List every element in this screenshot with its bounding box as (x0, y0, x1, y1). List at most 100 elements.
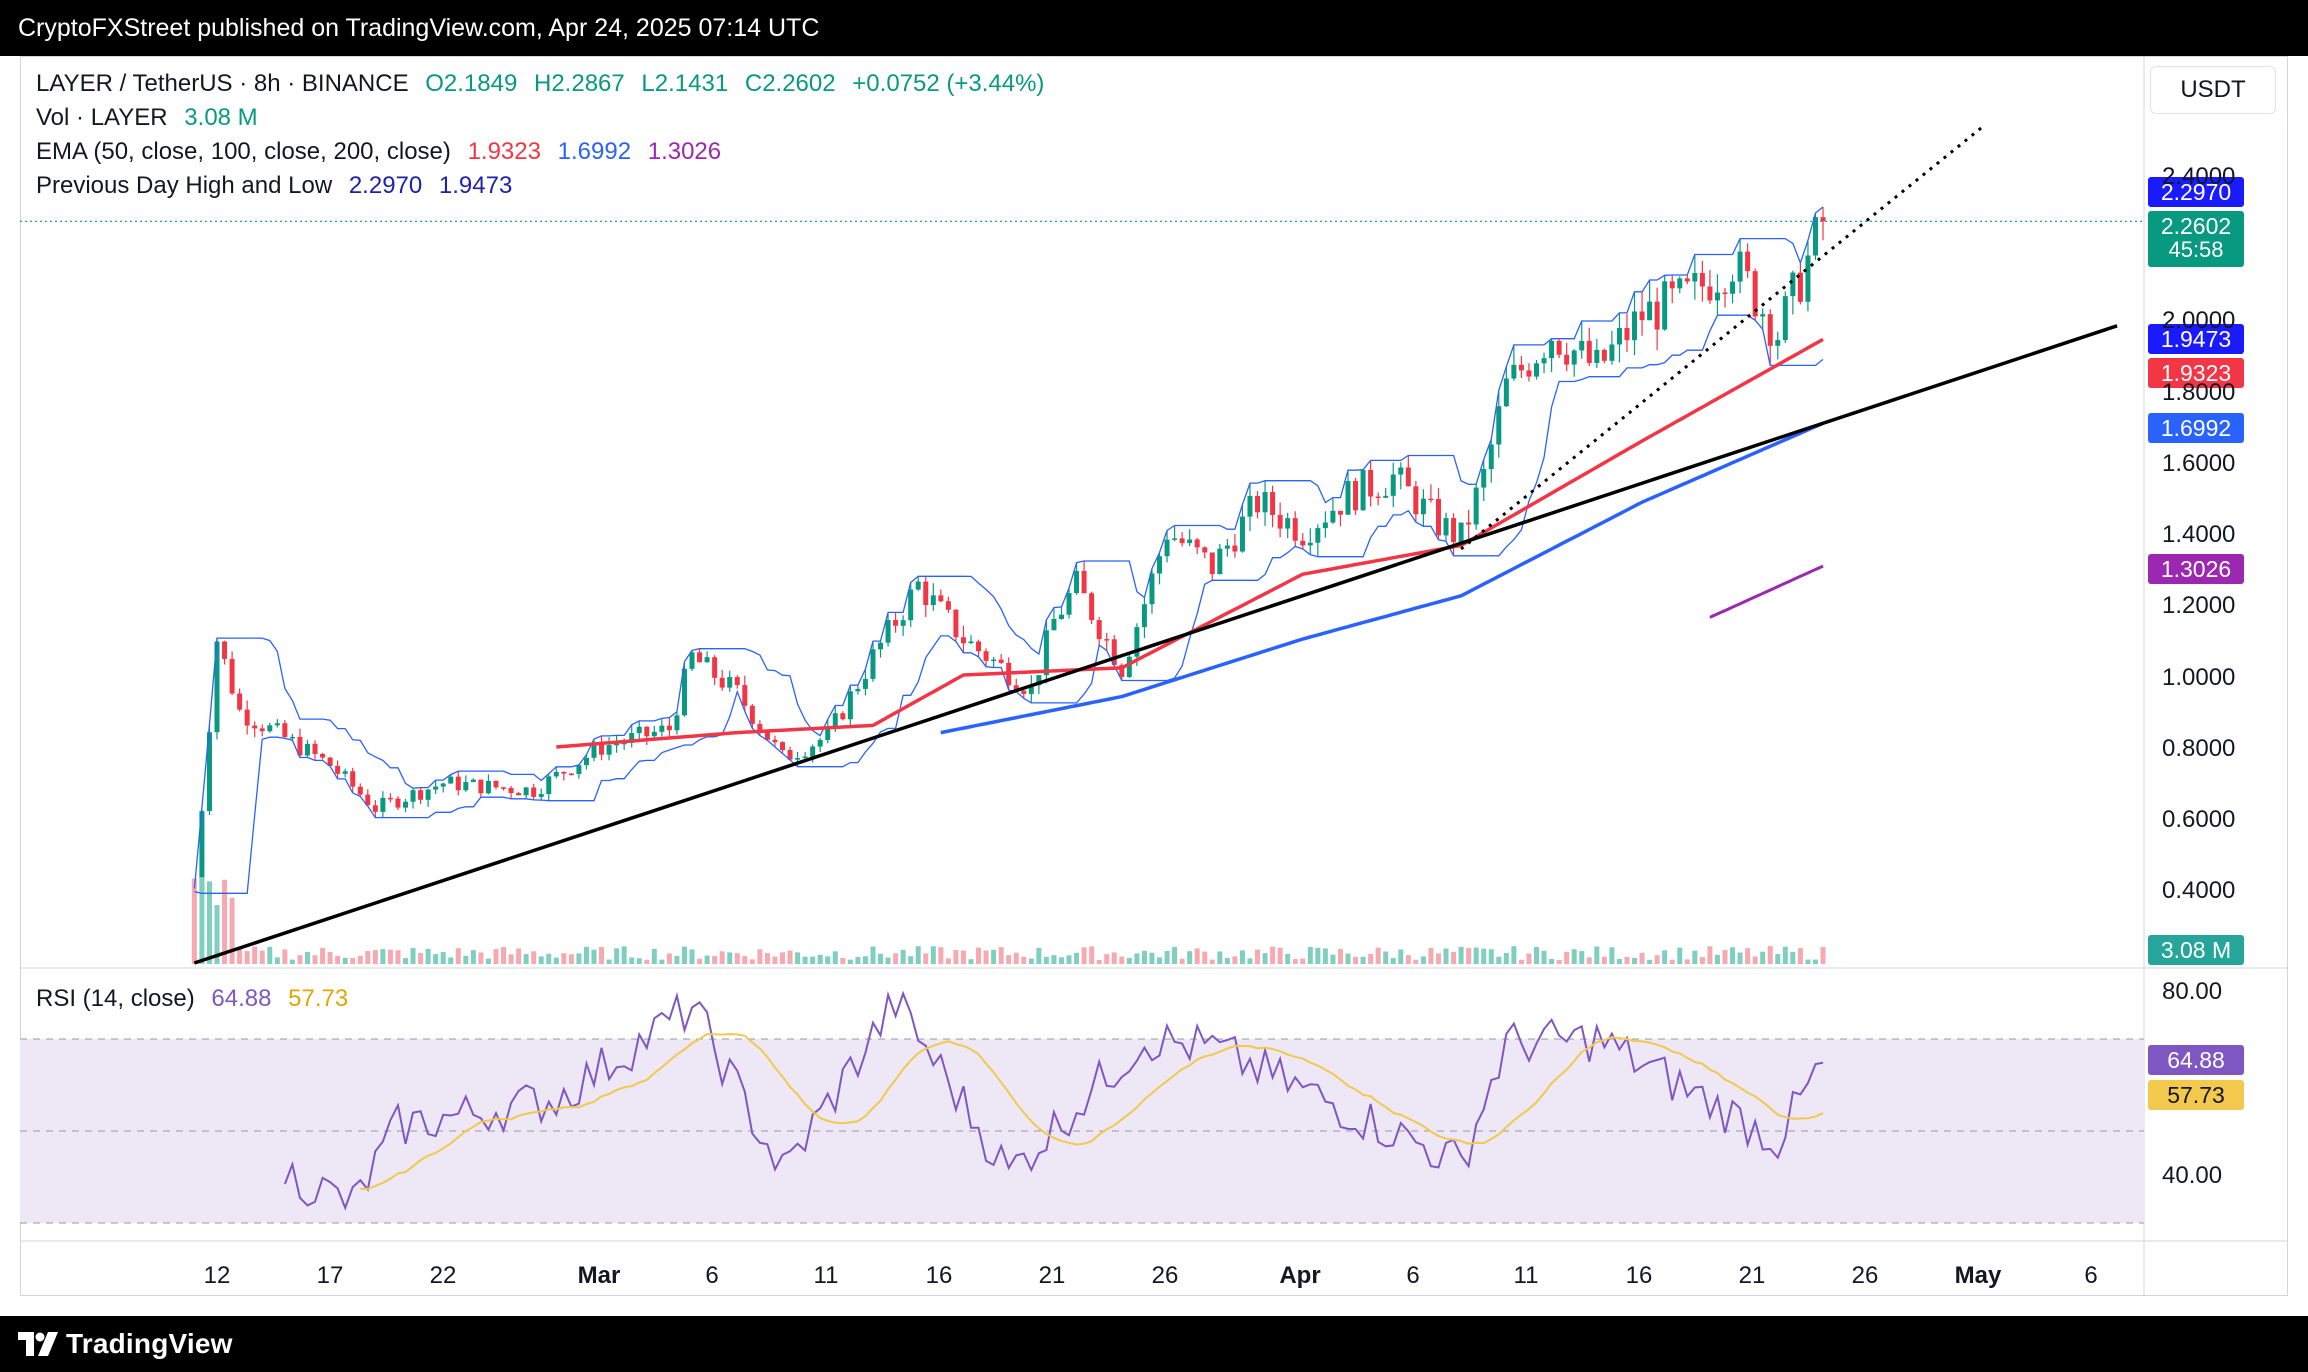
candle-body (1571, 350, 1577, 365)
volume-bar (357, 955, 363, 964)
pdh-price-tag: 2.2970 (2148, 177, 2244, 207)
candle-body (1413, 486, 1419, 515)
tradingview-logo-icon[interactable] (18, 1332, 58, 1356)
candle-body (991, 659, 997, 662)
candle-body (915, 581, 921, 590)
candle-body (372, 805, 378, 812)
volume-bar (191, 878, 197, 964)
volume-bar (885, 957, 891, 964)
ema-label[interactable]: EMA (50, close, 100, close, 200, close) (36, 138, 451, 165)
candle-body (1081, 570, 1087, 594)
volume-bar (1760, 951, 1766, 964)
volume-bar (1126, 957, 1132, 964)
volume-bar (840, 958, 846, 964)
candle-body (681, 668, 687, 716)
volume-bar (817, 954, 823, 964)
candle-body (237, 693, 243, 710)
currency-button[interactable]: USDT (2150, 66, 2276, 114)
volume-bar (1503, 952, 1509, 964)
volume-bar (1556, 959, 1562, 964)
rsi-line (283, 990, 1824, 1211)
pdhl-legend: Previous Day High and Low 2.2970 1.9473 (36, 172, 522, 200)
candle-body (1556, 340, 1562, 355)
volume-bar (674, 955, 680, 964)
volume-bar (425, 948, 431, 964)
candle-body (1677, 278, 1683, 289)
candle-body (1255, 495, 1261, 513)
candle-body (1398, 467, 1404, 475)
volume-bar (1451, 951, 1457, 964)
volume-bar (546, 953, 552, 964)
candle-body (1632, 311, 1638, 341)
volume-bar (244, 951, 250, 964)
volume-bar (1579, 951, 1585, 964)
volume-bar (681, 946, 687, 964)
candle-body (1141, 604, 1147, 628)
volume-bar (953, 950, 959, 964)
symbol-legend: LAYER / TetherUS · 8h · BINANCE O2.1849 … (36, 70, 1054, 98)
published-by-bar: CryptoFXStreet published on TradingView.… (0, 0, 2308, 56)
brand-name[interactable]: TradingView (66, 1328, 233, 1359)
rsi-label[interactable]: RSI (14, close) (36, 985, 195, 1012)
volume-bar (252, 946, 258, 964)
x-tick: 11 (813, 1262, 839, 1289)
candle-body (1579, 340, 1585, 351)
volume-bar (1624, 956, 1630, 964)
volume-bar (651, 948, 657, 964)
volume-bar (1458, 946, 1464, 964)
volume-bar (908, 956, 914, 964)
volume-bar (629, 957, 635, 964)
x-tick: 26 (1851, 1262, 1879, 1289)
pdl-value: 1.9473 (438, 172, 513, 199)
candle-body (727, 677, 733, 688)
pdhl-label[interactable]: Previous Day High and Low (36, 172, 333, 199)
candle-body (1624, 327, 1630, 341)
volume-bar (1353, 956, 1359, 964)
volume-bar (606, 959, 612, 964)
candle-body (1337, 510, 1343, 515)
y-tick: 2.4000 (2162, 163, 2236, 190)
volume-bar (297, 955, 303, 964)
candle-body (1684, 278, 1690, 282)
volume-bar (418, 952, 424, 964)
candle-body (591, 743, 597, 758)
volume-bar (621, 946, 627, 964)
volume-bar (448, 957, 454, 964)
volume-bar (1096, 959, 1102, 964)
volume-bar (787, 950, 793, 964)
volume-bar (538, 956, 544, 964)
last-price-value: 2.2602 (2160, 213, 2232, 239)
chart-canvas[interactable] (20, 56, 2288, 1296)
candle-body (485, 780, 491, 794)
volume-bar (1767, 946, 1773, 964)
volume-bar (214, 905, 220, 964)
volume-bar (1782, 946, 1788, 964)
volume-bar (832, 951, 838, 964)
volume-bar (1051, 955, 1057, 964)
volume-label[interactable]: Vol · LAYER (36, 104, 168, 131)
candle-body (1345, 481, 1351, 515)
candle-body (1149, 573, 1155, 605)
volume-bar (455, 948, 461, 964)
volume-bar (335, 955, 341, 964)
volume-bar (757, 949, 763, 964)
volume-group (191, 877, 1826, 964)
x-tick: 16 (925, 1262, 953, 1289)
volume-bar (636, 958, 642, 964)
volume-bar (583, 946, 589, 964)
ema200-line (1709, 564, 1824, 619)
volume-bar (983, 950, 989, 964)
ema100-value: 1.6992 (557, 138, 632, 165)
candle-body (538, 793, 544, 797)
candle-body (1745, 251, 1751, 272)
volume-bar (568, 954, 574, 964)
symbol-name[interactable]: LAYER / TetherUS · 8h · BINANCE (36, 70, 409, 97)
volume-bar (1285, 953, 1291, 964)
candle-body (810, 746, 816, 757)
candle-body (817, 739, 823, 747)
candle-body (1368, 469, 1374, 497)
candle-body (387, 797, 393, 800)
y-tick: 1.8000 (2162, 379, 2236, 406)
candle-body (1737, 251, 1743, 282)
rsi-y-tick: 80.00 (2162, 978, 2223, 1005)
